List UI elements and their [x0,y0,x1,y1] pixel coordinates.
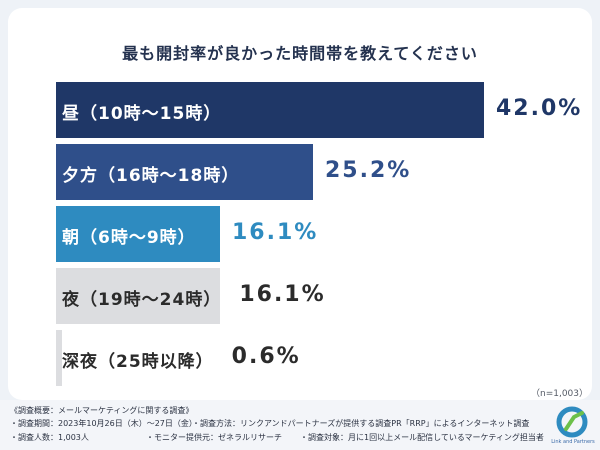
bar-value-label-2: 16.1% [232,220,319,245]
company-logo-text: Link and Partners [551,439,595,445]
bar-1 [56,144,313,200]
bar-label-0: 昼（10時〜15時） [62,104,222,124]
chart-card [8,8,592,400]
survey-period: ・調査期間：2023年10月26日（木）〜27日（金） [10,419,197,428]
survey-target: ・調査対象：月に1回以上メール配信しているマーケティング担当者 [300,433,544,442]
bar-label-2: 朝（6時〜9時） [62,228,196,248]
survey-method: ・調査方法：リンクアンドパートナーズが提供する調査PR「RRP」によるインターネ… [192,419,530,428]
bar-label-4: 深夜（25時以降） [62,352,214,372]
chart-title: 最も開封率が良かった時間帯を教えてください [122,44,478,63]
bar-value-label-4: 0.6% [231,344,301,369]
bar-0 [56,82,484,138]
sample-size-note: （n=1,003） [530,389,588,399]
bar-3 [56,268,220,324]
company-logo-icon [556,406,588,438]
bar-2 [56,206,220,262]
survey-heading: 《調査概要：メールマーケティングに関する調査》 [10,406,194,415]
bar-label-1: 夕方（16時〜18時） [62,166,240,186]
bar-value-label-3: 16.1% [239,282,326,307]
survey-footer: 《調査概要：メールマーケティングに関する調査》 ・調査期間：2023年10月26… [0,400,600,450]
bar-value-label-0: 42.0% [496,96,583,121]
bar-value-label-1: 25.2% [325,158,412,183]
survey-respondents: ・調査人数：1,003人 [10,433,89,442]
bar-4 [56,330,62,386]
survey-monitor: ・モニター提供元：ゼネラルリサーチ [146,433,282,442]
bar-label-3: 夜（19時〜24時） [62,290,222,310]
